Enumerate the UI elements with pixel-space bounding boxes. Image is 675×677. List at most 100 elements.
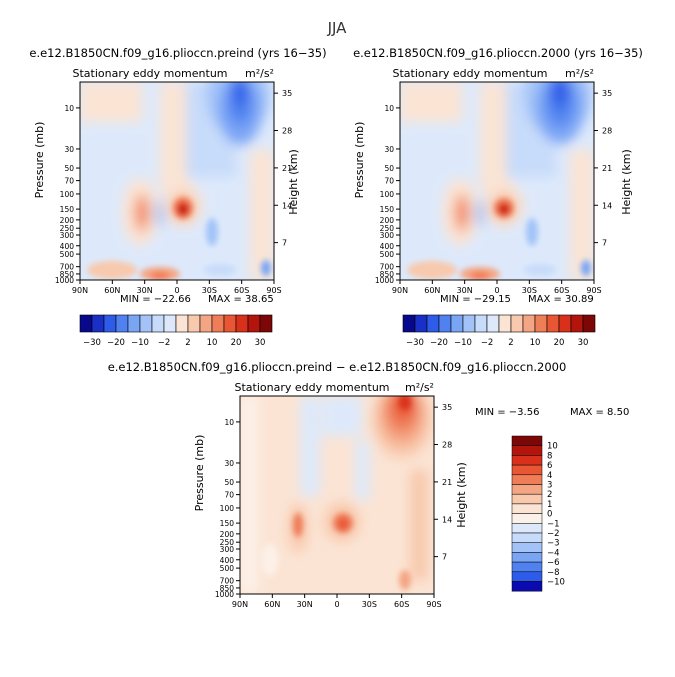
height-tick-label-diff: 14 — [442, 515, 452, 524]
diff-colorbar-label: 3 — [547, 481, 552, 491]
diff-colorbar-swatch — [511, 581, 543, 592]
colorbar-swatch-2000 — [426, 314, 440, 333]
diff-colorbar-swatch — [511, 571, 543, 582]
pressure-tick-label-preind: 50 — [64, 164, 74, 173]
colorbar-swatch-preind — [163, 314, 177, 333]
x-tick-label-preind: 60S — [234, 286, 249, 295]
colorbar-swatch-2000 — [582, 314, 596, 333]
panel-diff-max: MAX = 8.50 — [570, 407, 629, 418]
colorbar-swatch-2000 — [486, 314, 500, 333]
colorbar-label-preind: 20 — [231, 338, 242, 348]
colorbar-swatch-preind — [79, 314, 93, 333]
pressure-tick-label-preind: 850 — [60, 270, 75, 279]
x-tick-label-diff: 30S — [362, 600, 377, 609]
panel-preind-ylabel: Pressure (mb) — [33, 122, 46, 199]
panel-2000-max: MAX = 30.89 — [528, 294, 594, 305]
height-tick-label-2000: 7 — [602, 239, 607, 248]
pressure-tick-label-2000: 850 — [380, 270, 395, 279]
panel-2000-title: e.e12.B1850CN.f09_g16.plioccn.2000 (yrs … — [353, 46, 643, 60]
colorbar-label-2000: 2 — [508, 338, 513, 348]
x-tick-label-diff: 90S — [426, 600, 441, 609]
colorbar-swatch-preind — [259, 314, 273, 333]
diff-colorbar-label: 8 — [547, 451, 552, 461]
colorbar-swatch-preind — [223, 314, 237, 333]
colorbar-label-2000: −30 — [406, 338, 424, 348]
colorbar-label-2000: 10 — [530, 338, 541, 348]
pressure-tick-label-preind: 200 — [60, 216, 75, 225]
pressure-tick-label-2000: 70 — [384, 177, 394, 186]
x-tick-label-2000: 90N — [392, 286, 408, 295]
pressure-tick-label-diff: 700 — [220, 577, 235, 586]
diff-colorbar-label: 10 — [547, 442, 558, 452]
colorbar-swatch-2000 — [534, 314, 548, 333]
pressure-tick-label-preind: 30 — [64, 145, 74, 154]
pressure-tick-label-preind: 1000 — [55, 276, 74, 285]
colorbar-label-2000: −20 — [430, 338, 448, 348]
x-tick-label-2000: 30S — [522, 286, 537, 295]
diff-colorbar-label: 0 — [547, 510, 552, 520]
colorbar-swatch-preind — [91, 314, 105, 333]
diff-colorbar-swatch — [511, 552, 543, 563]
colorbar-label-preind: −2 — [158, 338, 171, 348]
height-tick-label-2000: 28 — [602, 127, 612, 136]
x-tick-label-2000: 60N — [424, 286, 440, 295]
diff-colorbar-swatch — [511, 455, 543, 466]
colorbar-swatch-preind — [127, 314, 141, 333]
colorbar-swatch-2000 — [450, 314, 464, 333]
colorbar-swatch-preind — [187, 314, 201, 333]
pressure-tick-label-2000: 250 — [380, 224, 395, 233]
colorbar-label-preind: 2 — [185, 338, 190, 348]
panel-diff-title: e.e12.B1850CN.f09_g16.plioccn.preind − e… — [108, 360, 567, 374]
colorbar-swatch-2000 — [558, 314, 572, 333]
pressure-tick-label-preind: 100 — [60, 190, 75, 199]
pressure-tick-label-preind: 500 — [60, 250, 75, 259]
x-tick-label-diff: 90N — [232, 600, 248, 609]
pressure-tick-label-2000: 50 — [384, 164, 394, 173]
height-tick-label-diff: 7 — [442, 553, 447, 562]
diff-colorbar-swatch — [511, 523, 543, 534]
colorbar-swatch-2000 — [462, 314, 476, 333]
panel-diff: e.e12.B1850CN.f09_g16.plioccn.preind − e… — [108, 360, 629, 595]
colorbar-swatch-preind — [211, 314, 225, 333]
diff-colorbar-label: 2 — [547, 490, 552, 500]
colorbar-swatch-2000 — [546, 314, 560, 333]
colorbar-label-preind: 30 — [255, 338, 266, 348]
panel-preind-subtitle: Stationary eddy momentum — [72, 67, 227, 80]
colorbar-swatch-2000 — [570, 314, 584, 333]
diff-colorbar-label: −2 — [547, 529, 560, 539]
panel-preind-min: MIN = −22.66 — [120, 294, 191, 305]
pressure-tick-label-diff: 850 — [220, 584, 235, 593]
pressure-tick-label-diff: 150 — [220, 519, 235, 528]
colorbar-swatch-2000 — [498, 314, 512, 333]
pressure-tick-label-diff: 70 — [224, 491, 234, 500]
diff-colorbar-swatch — [511, 435, 543, 446]
pressure-tick-label-2000: 30 — [384, 145, 394, 154]
x-tick-label-preind: 30S — [202, 286, 217, 295]
height-tick-label-preind: 7 — [282, 239, 287, 248]
height-tick-label-2000: 35 — [602, 89, 612, 98]
panel-preind-y2label: Height (km) — [287, 149, 300, 215]
x-tick-label-preind: 0 — [174, 286, 179, 295]
colorbar-swatch-preind — [199, 314, 213, 333]
colorbar-swatch-2000 — [438, 314, 452, 333]
diff-colorbar-swatch — [511, 513, 543, 524]
colorbar-label-2000: −10 — [454, 338, 472, 348]
diff-colorbar-swatch — [511, 542, 543, 553]
colorbar-label-preind: −20 — [107, 338, 125, 348]
x-tick-label-2000: 0 — [494, 286, 499, 295]
colorbar-swatch-preind — [115, 314, 129, 333]
x-tick-label-diff: 0 — [334, 600, 339, 609]
colorbar-swatch-preind — [103, 314, 117, 333]
x-tick-label-diff: 60N — [264, 600, 280, 609]
panel-diff-axes: Pressure (mb) Height (km) MIN = −3.56 MA… — [193, 407, 629, 528]
x-tick-label-2000: 60S — [554, 286, 569, 295]
height-tick-label-2000: 21 — [602, 164, 612, 173]
panel-2000-ylabel: Pressure (mb) — [353, 122, 366, 199]
height-tick-label-preind: 21 — [282, 164, 292, 173]
x-tick-label-2000: 90S — [586, 286, 601, 295]
height-tick-label-preind: 28 — [282, 127, 292, 136]
diff-colorbar-label: 6 — [547, 461, 552, 471]
pressure-tick-label-diff: 500 — [220, 564, 235, 573]
height-tick-label-2000: 14 — [602, 201, 612, 210]
